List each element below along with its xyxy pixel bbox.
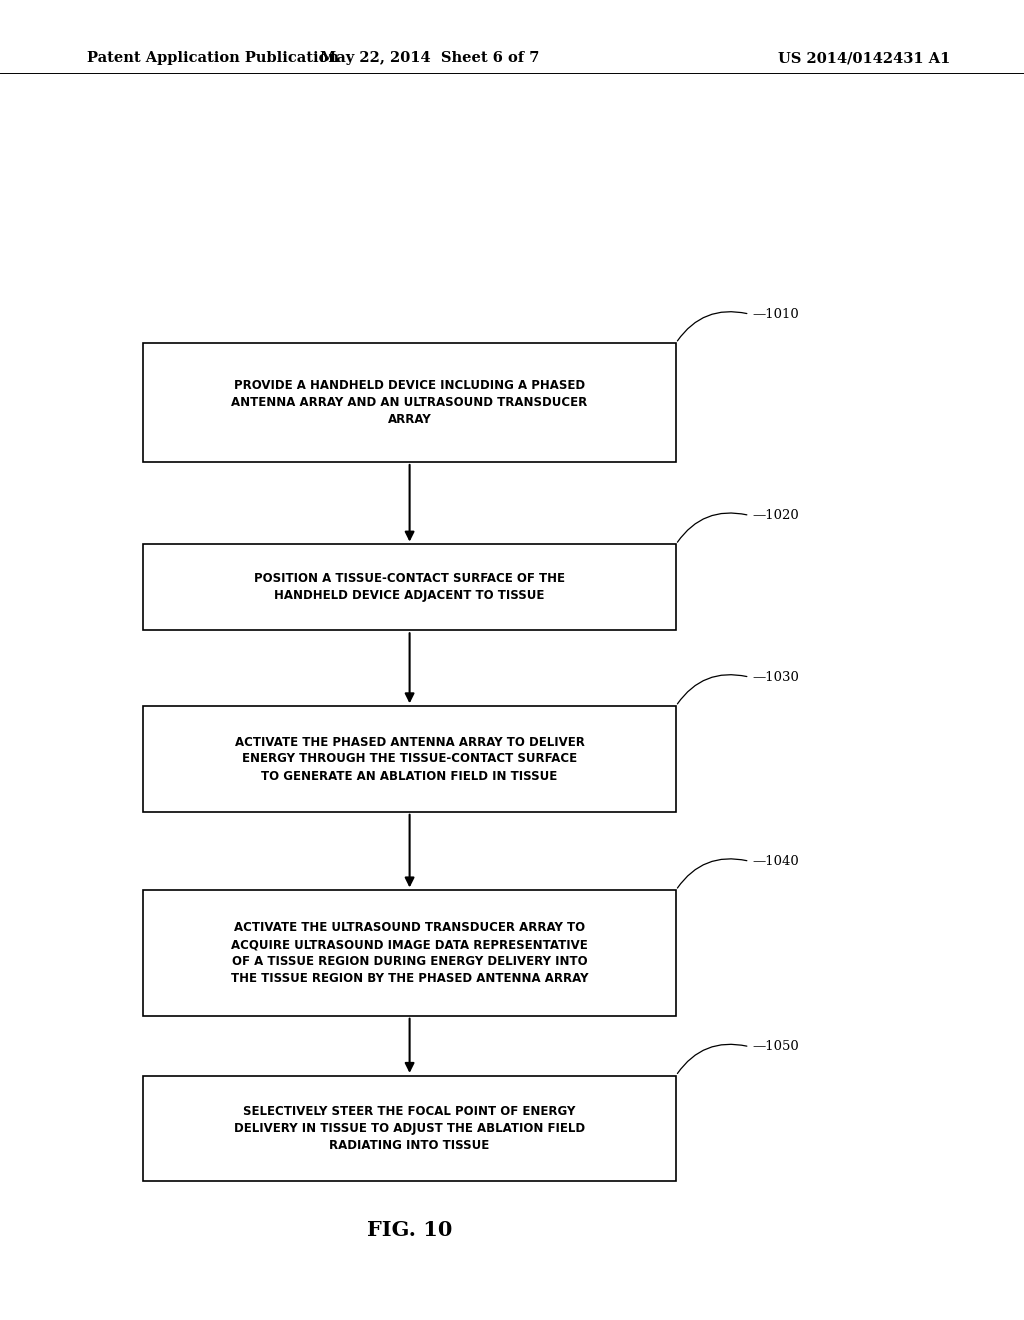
Bar [143,890,676,1016]
Text: US 2014/0142431 A1: US 2014/0142431 A1 [778,51,950,65]
Bar [143,1076,676,1181]
Text: ACTIVATE THE ULTRASOUND TRANSDUCER ARRAY TO
ACQUIRE ULTRASOUND IMAGE DATA REPRES: ACTIVATE THE ULTRASOUND TRANSDUCER ARRAY… [230,921,589,985]
Text: PROVIDE A HANDHELD DEVICE INCLUDING A PHASED
ANTENNA ARRAY AND AN ULTRASOUND TRA: PROVIDE A HANDHELD DEVICE INCLUDING A PH… [231,379,588,426]
Text: ACTIVATE THE PHASED ANTENNA ARRAY TO DELIVER
ENERGY THROUGH THE TISSUE-CONTACT S: ACTIVATE THE PHASED ANTENNA ARRAY TO DEL… [234,735,585,783]
Text: Patent Application Publication: Patent Application Publication [87,51,339,65]
Text: —1050: —1050 [753,1040,800,1053]
Text: —1010: —1010 [753,308,800,321]
Bar [143,706,676,812]
Text: —1030: —1030 [753,671,800,684]
Text: May 22, 2014  Sheet 6 of 7: May 22, 2014 Sheet 6 of 7 [321,51,540,65]
Text: POSITION A TISSUE-CONTACT SURFACE OF THE
HANDHELD DEVICE ADJACENT TO TISSUE: POSITION A TISSUE-CONTACT SURFACE OF THE… [254,573,565,602]
Bar [143,544,676,630]
Text: —1020: —1020 [753,510,800,521]
Text: FIG. 10: FIG. 10 [367,1220,453,1241]
Text: —1040: —1040 [753,855,800,867]
Text: SELECTIVELY STEER THE FOCAL POINT OF ENERGY
DELIVERY IN TISSUE TO ADJUST THE ABL: SELECTIVELY STEER THE FOCAL POINT OF ENE… [234,1105,585,1152]
Bar [143,343,676,462]
